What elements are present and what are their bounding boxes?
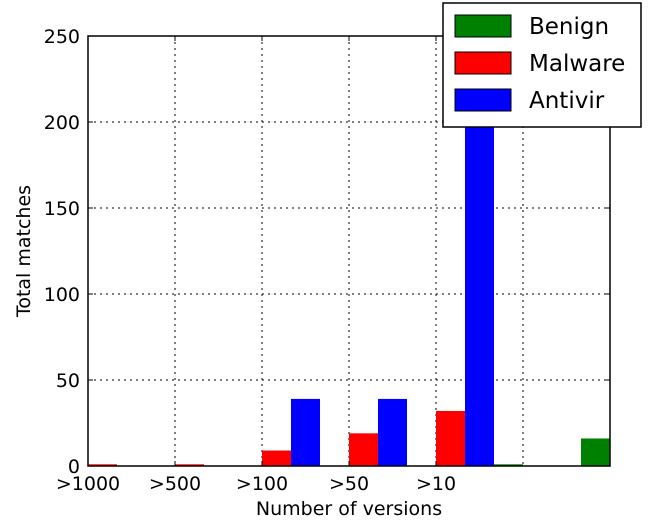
x-tick-label-3: >50 bbox=[329, 473, 369, 495]
y-tick-label-2: 100 bbox=[44, 284, 80, 306]
bar-antivir-3 bbox=[378, 398, 407, 466]
y-tick-label-0: 0 bbox=[68, 456, 80, 478]
bar-malware-0 bbox=[88, 464, 117, 466]
legend-label-malware: Malware bbox=[529, 51, 625, 77]
bar-malware-2 bbox=[262, 450, 291, 466]
x-axis-label: Number of versions bbox=[256, 498, 442, 520]
y-tick-label-5: 250 bbox=[44, 26, 80, 48]
legend-label-benign: Benign bbox=[529, 14, 609, 40]
x-tick-label-2: >100 bbox=[236, 473, 288, 495]
legend: Benign Malware Antivir bbox=[442, 2, 642, 128]
bar-benign-5 bbox=[581, 438, 610, 466]
legend-swatch-benign bbox=[454, 14, 512, 38]
bar-antivir-2 bbox=[291, 398, 320, 466]
x-tick-label-0: >1000 bbox=[56, 473, 120, 495]
legend-swatch-malware bbox=[454, 51, 512, 75]
bar-malware-3 bbox=[349, 433, 378, 466]
axis-ticks: 0 50 100 150 200 250 >1000 >500 >100 >50 >10 bbox=[44, 26, 610, 495]
x-tick-label-4: >10 bbox=[416, 473, 456, 495]
bar-benign-4 bbox=[494, 464, 523, 466]
bar-malware-4 bbox=[436, 410, 465, 466]
y-axis-label: Total matches bbox=[13, 185, 35, 318]
x-tick-label-1: >500 bbox=[149, 473, 201, 495]
y-tick-label-4: 200 bbox=[44, 112, 80, 134]
legend-swatch-antivir bbox=[454, 88, 512, 112]
bar-malware-1 bbox=[175, 464, 204, 466]
y-tick-label-3: 150 bbox=[44, 198, 80, 220]
y-tick-label-1: 50 bbox=[56, 370, 80, 392]
legend-label-antivir: Antivir bbox=[529, 88, 605, 114]
